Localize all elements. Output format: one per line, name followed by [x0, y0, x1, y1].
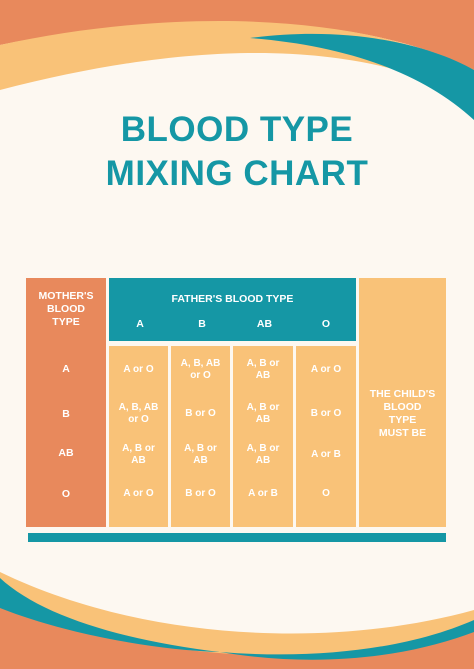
father-header-label: FATHER'S BLOOD TYPE	[171, 293, 294, 305]
result-cell-father-ab-row-2: A, B or AB	[246, 402, 280, 425]
result-column-a	[109, 346, 168, 527]
result-cell-father-ab-row-3: A, B or AB	[246, 443, 280, 466]
bottom-teal-band-right	[220, 620, 474, 660]
father-header-block	[109, 278, 356, 341]
result-cell-father-ab-row-1: A, B or AB	[246, 358, 280, 381]
father-type-b: B	[198, 318, 206, 330]
mother-type-o: O	[61, 488, 71, 500]
mother-header-label: MOTHER'S BLOOD TYPE	[38, 290, 94, 328]
bottom-teal-band-left	[0, 578, 220, 652]
top-orange-band	[0, 0, 474, 70]
result-cell-father-b-row-3: A, B or AB	[184, 443, 217, 466]
result-cell-father-b-row-2: B or O	[185, 408, 216, 419]
mother-column	[26, 278, 106, 527]
father-type-a: A	[136, 318, 144, 330]
top-teal-band	[250, 33, 474, 120]
result-cell-father-o-row-1: A or O	[310, 364, 342, 375]
result-cell-father-a-row-4: A or O	[123, 488, 154, 499]
result-cell-father-o-row-2: B or O	[310, 408, 342, 419]
result-cell-father-o-row-3: A or B	[311, 449, 341, 460]
child-label: THE CHILD'S BLOOD TYPE MUST BE	[369, 388, 436, 439]
result-cell-father-a-row-2: A, B, AB or O	[118, 402, 159, 425]
mother-type-ab: AB	[58, 447, 74, 459]
mother-type-a: A	[62, 363, 70, 375]
bottom-bar	[28, 533, 446, 542]
result-column-ab	[233, 346, 293, 527]
result-cell-father-b-row-1: A, B, AB or O	[180, 358, 221, 381]
result-column-o	[296, 346, 356, 527]
father-type-ab: AB	[256, 318, 273, 330]
result-cell-father-o-row-4: O	[322, 488, 330, 499]
result-cell-father-a-row-1: A or O	[123, 364, 154, 375]
result-cell-father-a-row-3: A, B or AB	[122, 443, 155, 466]
title-line-2: MIXING CHART	[105, 154, 369, 193]
result-cell-father-b-row-4: B or O	[185, 488, 216, 499]
mother-type-b: B	[62, 408, 70, 420]
title-line-1: BLOOD TYPE	[120, 110, 354, 149]
father-type-o: O	[321, 318, 331, 330]
result-column-b	[171, 346, 230, 527]
child-column	[359, 278, 446, 527]
result-cell-father-ab-row-4: A or B	[248, 488, 278, 499]
